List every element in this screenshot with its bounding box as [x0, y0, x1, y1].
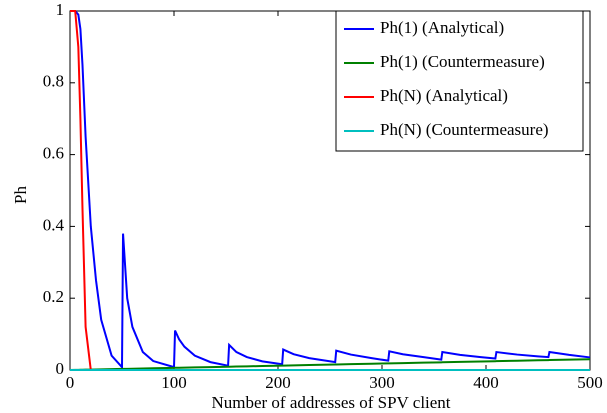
- y-tick-label: 0.2: [43, 287, 64, 306]
- x-tick-label: 100: [161, 373, 187, 392]
- x-tick-label: 500: [577, 373, 603, 392]
- y-tick-label: 0: [56, 359, 65, 378]
- legend-box: [335, 10, 584, 152]
- series-line: [70, 10, 591, 370]
- y-tick-label: 0.4: [43, 215, 65, 234]
- legend-label: Ph(1) (Countermeasure): [380, 52, 545, 71]
- legend-label: Ph(1) (Analytical): [380, 18, 504, 37]
- y-axis-label: Ph: [11, 186, 30, 204]
- x-tick-label: 400: [473, 373, 499, 392]
- x-axis-label: Number of addresses of SPV client: [211, 393, 450, 412]
- legend-label: Ph(N) (Analytical): [380, 86, 508, 105]
- x-tick-label: 0: [66, 373, 75, 392]
- legend-label: Ph(N) (Countermeasure): [380, 120, 549, 139]
- x-tick-label: 300: [369, 373, 395, 392]
- y-tick-label: 0.6: [43, 144, 64, 163]
- y-tick-label: 0.8: [43, 72, 64, 91]
- y-tick-label: 1: [56, 0, 65, 19]
- x-tick-label: 200: [265, 373, 291, 392]
